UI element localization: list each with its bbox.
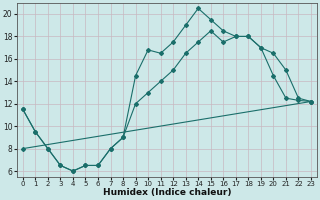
X-axis label: Humidex (Indice chaleur): Humidex (Indice chaleur) [103,188,231,197]
